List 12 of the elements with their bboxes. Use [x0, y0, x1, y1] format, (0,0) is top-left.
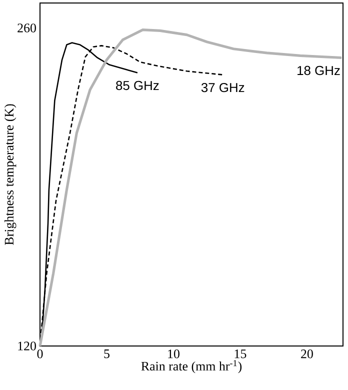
y-axis-title: Brightness temperature (K) [4, 104, 16, 245]
series-label: 85 GHz [116, 80, 159, 90]
x-tick-label: 10 [168, 350, 180, 358]
x-tick-label: 0 [37, 350, 43, 358]
x-tick-label: 15 [234, 350, 246, 358]
series-label: 37 GHz [201, 82, 244, 92]
y-tick-label: 260 [18, 24, 36, 32]
x-axis-title: Rain rate (mm hr$^{-1}$) [141, 360, 242, 374]
series-label: 18 GHz [298, 66, 340, 76]
y-tick-label: 120 [18, 342, 36, 350]
x-tick-label: 20 [301, 350, 313, 358]
x-tick-label: 5 [104, 350, 110, 358]
